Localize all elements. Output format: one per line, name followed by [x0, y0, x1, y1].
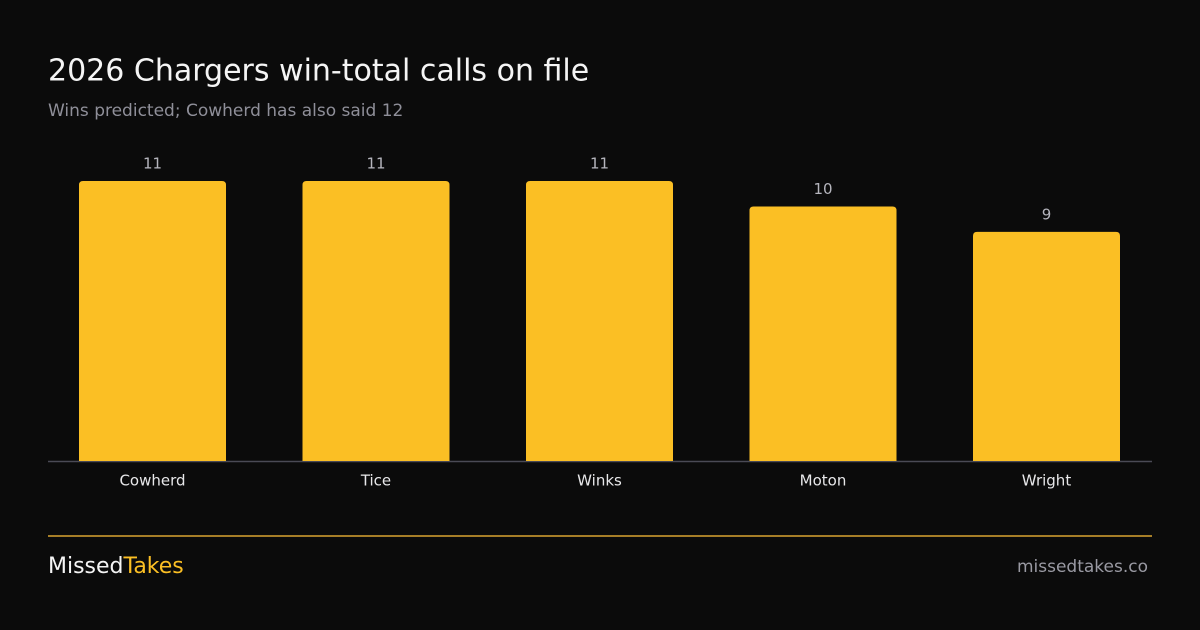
bar [79, 181, 226, 461]
value-label: 11 [366, 155, 385, 173]
value-label: 11 [143, 155, 162, 173]
x-tick-label: Winks [577, 472, 622, 490]
value-label: 11 [590, 155, 609, 173]
brand: MissedTakes [48, 554, 184, 579]
x-tick-label: Tice [360, 472, 391, 490]
x-tick-label: Moton [800, 472, 847, 490]
chart-title: 2026 Chargers win-total calls on file [48, 54, 589, 89]
bar [302, 181, 450, 461]
x-tick-label: Wright [1022, 472, 1072, 490]
chart-subtitle: Wins predicted; Cowherd has also said 12 [48, 101, 403, 121]
value-label: 10 [813, 180, 832, 198]
brand-primary: Missed [48, 554, 124, 579]
x-tick-label: Cowherd [119, 472, 185, 490]
site-url: missedtakes.co [1017, 557, 1148, 577]
bar [749, 206, 897, 461]
bar [973, 231, 1120, 461]
bar [526, 181, 673, 461]
value-label: 9 [1042, 205, 1052, 223]
brand-accent: Takes [123, 554, 184, 579]
